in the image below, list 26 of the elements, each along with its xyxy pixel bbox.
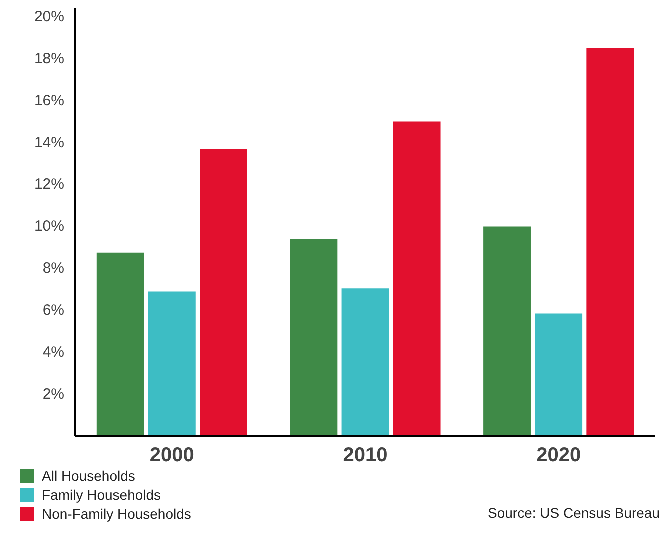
bar xyxy=(342,288,390,436)
bar xyxy=(290,239,338,436)
x-tick-label: 2000 xyxy=(150,444,194,466)
bar xyxy=(535,314,583,436)
legend-label: Non-Family Households xyxy=(42,504,192,524)
y-tick-label: 18% xyxy=(34,50,65,68)
x-tick-label: 2010 xyxy=(343,444,388,466)
y-tick-label: 16% xyxy=(34,92,65,110)
legend-label: All Households xyxy=(42,466,136,486)
bar xyxy=(96,252,144,436)
y-tick-label: 14% xyxy=(34,134,65,152)
bar xyxy=(586,48,634,436)
bar xyxy=(200,149,248,436)
y-tick-label: 6% xyxy=(42,302,65,320)
bar xyxy=(148,292,196,436)
y-tick-label: 4% xyxy=(42,344,65,362)
source-note: Source: US Census Bureau xyxy=(488,504,660,523)
bar xyxy=(484,226,531,436)
y-tick-label: 20% xyxy=(34,8,65,26)
y-tick-label: 10% xyxy=(34,218,65,236)
bar xyxy=(393,122,441,436)
y-tick-label: 8% xyxy=(42,260,65,278)
x-tick-label: 2020 xyxy=(536,444,582,466)
legend-label: Family Households xyxy=(42,486,162,504)
y-tick-label: 12% xyxy=(34,176,65,194)
y-tick-label: 2% xyxy=(42,386,65,404)
